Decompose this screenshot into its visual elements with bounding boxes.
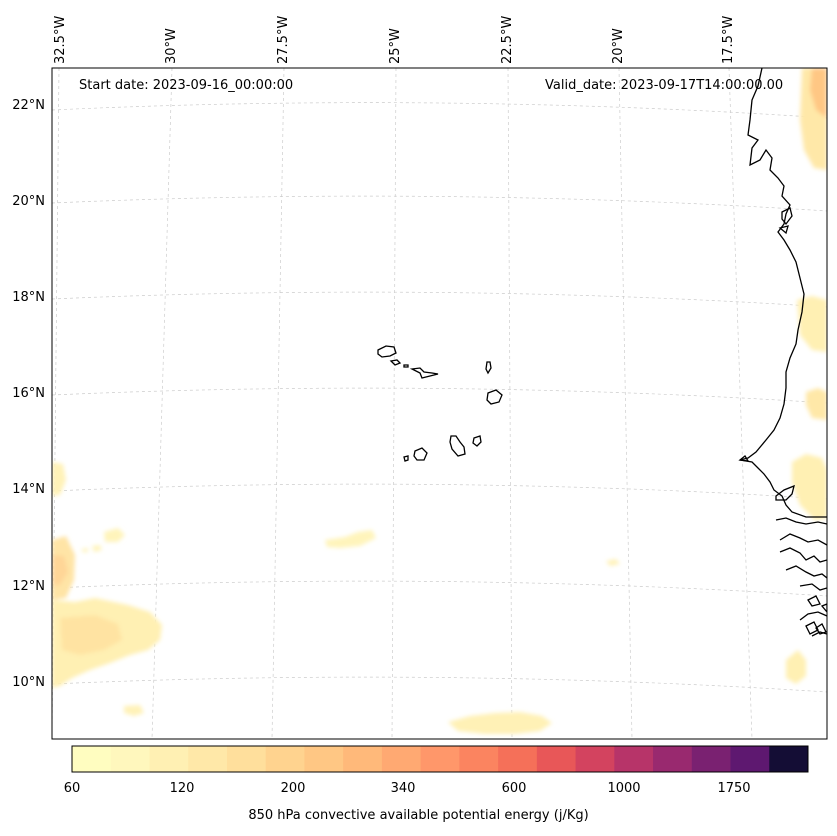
cape-blob-south: [448, 712, 552, 734]
parallel-gridlines: [52, 102, 827, 693]
colorbar-segment-2: [149, 746, 189, 772]
lat-label-10n: 10°N: [12, 675, 45, 690]
colorbar-tick-340: 340: [390, 781, 416, 796]
island-brava: [403, 455, 409, 462]
island-santo-antao: [377, 345, 397, 358]
island-sal: [485, 361, 492, 375]
cape-blob-coast-south: [792, 454, 827, 520]
lon-label-32-5w: 32.5°W: [53, 15, 68, 64]
cape-blob-south-west: [124, 705, 144, 716]
lon-label-27-5w: 27.5°W: [276, 15, 291, 64]
cape-blob-dot-2: [82, 548, 88, 552]
lon-label-30w: 30°W: [164, 28, 179, 64]
map-area: [52, 68, 827, 739]
colorbar-title: 850 hPa convective available potential e…: [248, 808, 589, 823]
colorbar-tick-600: 600: [501, 781, 527, 796]
lon-label-20w: 20°W: [611, 28, 626, 64]
cape-blob-west-small: [104, 528, 125, 542]
cape-blob-west-core: [60, 615, 122, 655]
cape-blob-coast-dot: [606, 559, 620, 566]
colorbar-tick-120: 120: [169, 781, 195, 796]
cape-blob-dot-1: [92, 545, 102, 552]
cape-shading: [52, 68, 827, 734]
island-santiago: [449, 435, 466, 457]
colorbar-segment-3: [188, 746, 228, 772]
colorbar-segment-14: [614, 746, 654, 772]
colorbar-segment-16: [691, 746, 732, 772]
lat-label-18n: 18°N: [12, 290, 45, 305]
island-maio: [472, 435, 482, 447]
coastline-main: [739, 68, 827, 518]
lat-label-14n: 14°N: [12, 482, 45, 497]
colorbar-segment-15: [653, 746, 693, 772]
lon-label-22-5w: 22.5°W: [500, 15, 515, 64]
colorbar-segment-11: [498, 746, 538, 772]
lon-label-25w: 25°W: [388, 28, 403, 64]
coastline-guinea: [799, 611, 827, 637]
colorbar-tick-200: 200: [280, 781, 306, 796]
cape-blob-coast-north-core: [810, 68, 827, 118]
colorbar-frame: [71, 745, 809, 773]
coastline-dakar: [738, 455, 750, 462]
colorbar-segment-4: [226, 746, 267, 772]
coastline-gambia: [775, 484, 795, 501]
start-date-label: Start date: 2023-09-16_00:00:00: [79, 78, 294, 93]
colorbar-segment-1: [110, 746, 150, 772]
colorbar-segment-6: [304, 746, 344, 772]
map-frame: [51, 67, 828, 740]
coastline-bijagos: [805, 595, 827, 635]
island-sao-nicolau: [409, 367, 439, 379]
colorbar-segment-12: [536, 746, 577, 772]
coastline-guinea-bissau: [779, 547, 827, 591]
colorbar-tick-1750: 1750: [717, 781, 751, 796]
island-boa-vista: [486, 389, 503, 405]
coastline-islands-north: [781, 207, 793, 226]
west-africa-coastline: [738, 68, 827, 637]
cape-blob-coast-low: [786, 650, 806, 684]
cape-verde-islands: [377, 345, 503, 462]
cape-blob-west-north: [52, 462, 66, 496]
island-fogo: [413, 447, 428, 461]
colorbar-segment-17: [730, 746, 770, 772]
colorbar-segment-13: [575, 746, 615, 772]
colorbar-segment-8: [381, 746, 422, 772]
colorbar-segment-10: [459, 746, 499, 772]
lat-label-22n: 22°N: [12, 98, 45, 113]
lon-label-17-5w: 17.5°W: [721, 15, 736, 64]
coastline-casamance: [775, 517, 827, 546]
coastline-island-small: [778, 225, 789, 235]
cape-blob-coast-mid: [797, 296, 827, 352]
colorbar-segment-0: [72, 746, 112, 772]
colorbar-tick-60: 60: [63, 781, 81, 796]
valid-date-label: Valid_date: 2023-09-17T14:00:00.00: [545, 78, 784, 93]
lat-label-20n: 20°N: [12, 194, 45, 209]
colorbar-tick-1000: 1000: [607, 781, 641, 796]
cape-blob-coast-mid2: [806, 388, 827, 420]
cape-blob-central: [325, 530, 376, 548]
cape-blob-west-mid-core: [52, 555, 68, 585]
colorbar-segment-9: [420, 746, 460, 772]
colorbar-segment-5: [265, 746, 305, 772]
colorbar-segment-7: [343, 746, 383, 772]
island-sao-vicente: [389, 359, 402, 366]
lat-label-16n: 16°N: [12, 386, 45, 401]
colorbar: [72, 746, 809, 772]
colorbar-segment-18: [769, 746, 809, 772]
island-santa-luzia: [403, 364, 409, 368]
lat-label-12n: 12°N: [12, 579, 45, 594]
